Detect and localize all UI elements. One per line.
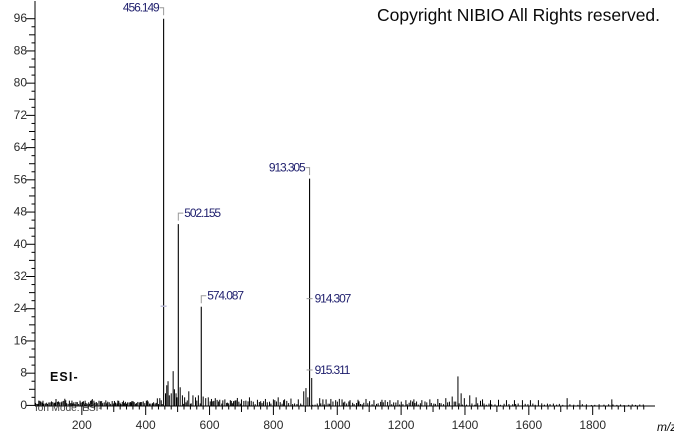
svg-text:72: 72	[14, 108, 28, 122]
svg-text:1600: 1600	[515, 418, 542, 432]
svg-text:24: 24	[14, 301, 28, 315]
svg-text:40: 40	[14, 237, 28, 251]
svg-text:8: 8	[20, 366, 27, 380]
svg-text:ESI-: ESI-	[50, 370, 79, 384]
svg-text:Copyright NIBIO All Rights res: Copyright NIBIO All Rights reserved.	[377, 5, 660, 25]
svg-text:1200: 1200	[388, 418, 415, 432]
svg-text:16: 16	[14, 333, 28, 347]
svg-text:80: 80	[14, 76, 28, 90]
svg-text:48: 48	[14, 205, 28, 219]
svg-text:32: 32	[14, 269, 28, 283]
svg-text:56: 56	[14, 172, 28, 186]
svg-text:88: 88	[14, 43, 28, 57]
svg-text:0: 0	[20, 398, 27, 412]
svg-text:1800: 1800	[579, 418, 606, 432]
svg-text:600: 600	[200, 418, 220, 432]
svg-text:1400: 1400	[452, 418, 479, 432]
svg-text:200: 200	[72, 418, 92, 432]
svg-text:913.305: 913.305	[269, 161, 306, 175]
svg-text:Ion Mode: ESI-: Ion Mode: ESI-	[35, 403, 102, 414]
svg-text:456.149: 456.149	[123, 1, 160, 15]
svg-text:400: 400	[136, 418, 156, 432]
svg-text:64: 64	[14, 140, 28, 154]
svg-text:574.087: 574.087	[207, 289, 244, 303]
svg-text:1000: 1000	[324, 418, 351, 432]
svg-text:800: 800	[263, 418, 283, 432]
svg-text:96: 96	[14, 11, 28, 25]
svg-text:914.307: 914.307	[315, 292, 352, 306]
svg-text:m/z: m/z	[657, 420, 674, 434]
svg-text:502.155: 502.155	[184, 206, 221, 220]
svg-text:915.311: 915.311	[315, 363, 351, 377]
